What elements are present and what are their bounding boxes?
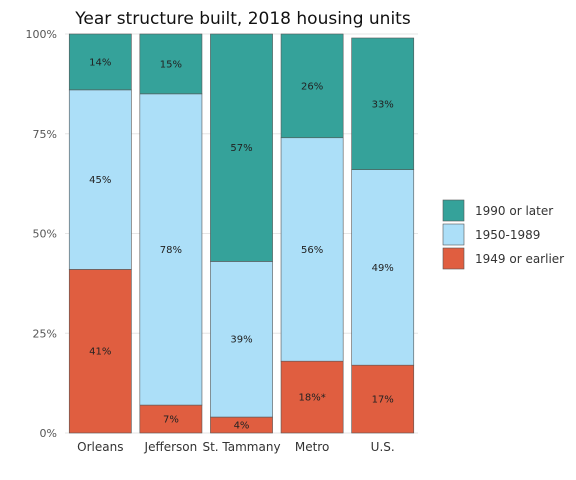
bar-value-label: 41%	[89, 347, 111, 358]
legend-label: 1949 or earlier	[475, 252, 564, 266]
bar-segment	[68, 33, 132, 91]
x-tick-label: St. Tammany	[202, 440, 280, 454]
bar-value-label: 14%	[89, 57, 111, 68]
bar-segment	[280, 33, 344, 139]
bar-value-label: 49%	[372, 263, 394, 274]
y-axis: 0% 25% 50% 75% 100%	[26, 28, 57, 440]
bar-value-label: 17%	[372, 395, 394, 406]
bar-value-label: 26%	[301, 81, 323, 92]
x-tick-label: U.S.	[371, 440, 395, 454]
bar-segment	[210, 33, 273, 262]
bar-value-label: 7%	[163, 415, 179, 426]
legend: 1990 or later 1950-1989 1949 or earlier	[442, 199, 564, 270]
legend-swatch	[442, 223, 465, 246]
bar-segment	[68, 89, 132, 270]
bar-segment	[280, 360, 344, 434]
legend-label: 1990 or later	[475, 204, 553, 218]
bar-value-label: 15%	[160, 59, 182, 70]
legend-swatch	[442, 247, 465, 270]
bar-value-label: 39%	[230, 335, 252, 346]
bar-value-label: 33%	[372, 99, 394, 110]
bar-value-label: 56%	[301, 245, 323, 256]
bars: 41% 45% 14% 7% 78% 15% 4% 39% 57% 18%* 56% 26% 17% 49…	[68, 33, 415, 434]
y-tick-label: 0%	[40, 427, 57, 440]
bar-segment	[351, 37, 415, 170]
bar-value-label: 78%	[160, 245, 182, 256]
x-tick-label: Jefferson	[144, 440, 198, 454]
x-axis: Orleans Jefferson St. Tammany Metro U.S.	[77, 440, 395, 454]
chart-title: Year structure built, 2018 housing units	[74, 9, 411, 29]
legend-label: 1950-1989	[475, 228, 540, 242]
bar-segment	[139, 33, 203, 95]
bar-segment	[68, 269, 132, 434]
bar-segment	[351, 364, 415, 434]
legend-swatch	[442, 199, 465, 222]
y-tick-label: 50%	[33, 228, 57, 241]
bar-value-label: 45%	[89, 175, 111, 186]
bar-segment	[280, 137, 344, 362]
y-tick-label: 25%	[33, 327, 57, 340]
x-tick-label: Metro	[295, 440, 329, 454]
bar-value-label: 4%	[234, 421, 250, 432]
bar-value-label: 18%*	[298, 393, 325, 404]
y-tick-label: 100%	[26, 28, 57, 41]
bar-segment	[351, 169, 415, 366]
y-tick-label: 75%	[33, 128, 57, 141]
x-tick-label: Orleans	[77, 440, 123, 454]
bar-value-label: 57%	[230, 143, 252, 154]
bar-segment	[139, 93, 203, 406]
